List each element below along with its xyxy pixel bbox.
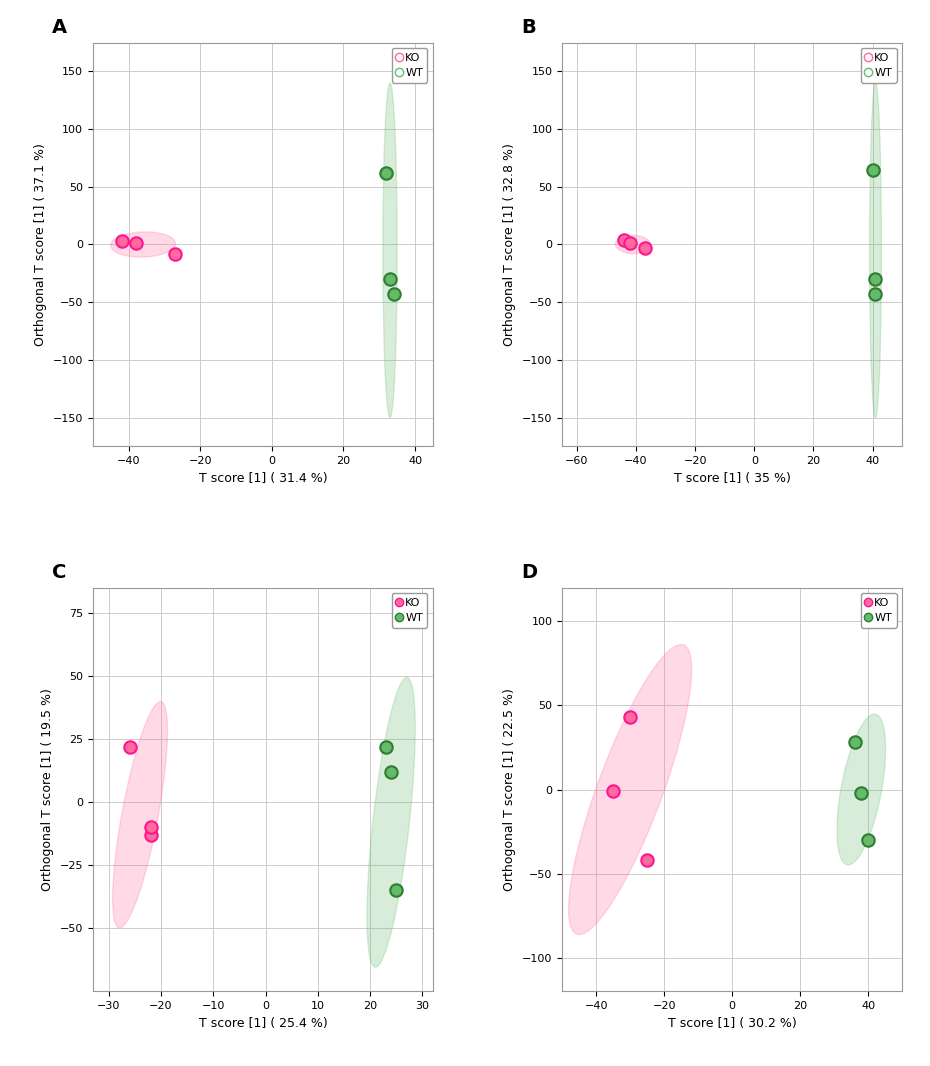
- Text: D: D: [522, 564, 538, 582]
- Text: C: C: [52, 564, 67, 582]
- Legend: KO, WT: KO, WT: [392, 593, 428, 628]
- Point: [640, 852, 655, 869]
- Ellipse shape: [383, 83, 397, 418]
- Point: [122, 738, 137, 755]
- Point: [617, 231, 631, 248]
- Point: [128, 235, 143, 252]
- Point: [623, 709, 638, 726]
- Point: [637, 240, 652, 257]
- Point: [854, 785, 869, 802]
- Point: [623, 235, 638, 252]
- Ellipse shape: [367, 677, 415, 967]
- Y-axis label: Orthogonal T score [1] ( 19.5 %): Orthogonal T score [1] ( 19.5 %): [41, 688, 54, 891]
- Legend: KO, WT: KO, WT: [861, 48, 897, 83]
- X-axis label: T score [1] ( 25.4 %): T score [1] ( 25.4 %): [199, 1017, 327, 1030]
- Ellipse shape: [568, 645, 692, 935]
- Y-axis label: Orthogonal T score [1] ( 22.5 %): Orthogonal T score [1] ( 22.5 %): [503, 688, 516, 891]
- Y-axis label: Orthogonal T score [1] ( 37.1 %): Orthogonal T score [1] ( 37.1 %): [34, 143, 47, 346]
- Point: [605, 782, 620, 800]
- Legend: KO, WT: KO, WT: [392, 48, 428, 83]
- Point: [168, 245, 183, 262]
- Ellipse shape: [111, 232, 176, 257]
- Point: [384, 763, 399, 780]
- Point: [865, 161, 880, 178]
- Point: [389, 882, 404, 899]
- Ellipse shape: [113, 701, 167, 927]
- Point: [379, 738, 393, 755]
- Point: [847, 733, 862, 750]
- Point: [143, 819, 158, 836]
- Ellipse shape: [870, 83, 882, 418]
- Text: B: B: [522, 18, 536, 37]
- X-axis label: T score [1] ( 30.2 %): T score [1] ( 30.2 %): [668, 1017, 796, 1030]
- Point: [143, 826, 158, 843]
- Point: [382, 271, 397, 288]
- Y-axis label: Orthogonal T score [1] ( 32.8 %): Orthogonal T score [1] ( 32.8 %): [503, 143, 516, 346]
- Point: [114, 232, 129, 249]
- X-axis label: T score [1] ( 35 %): T score [1] ( 35 %): [673, 471, 790, 485]
- Point: [379, 164, 394, 181]
- Point: [868, 271, 883, 288]
- Ellipse shape: [616, 236, 651, 254]
- Ellipse shape: [837, 714, 885, 865]
- Legend: KO, WT: KO, WT: [861, 593, 897, 628]
- Point: [868, 286, 883, 303]
- Point: [860, 831, 875, 849]
- X-axis label: T score [1] ( 31.4 %): T score [1] ( 31.4 %): [199, 471, 327, 485]
- Point: [386, 286, 401, 303]
- Text: A: A: [52, 18, 67, 37]
